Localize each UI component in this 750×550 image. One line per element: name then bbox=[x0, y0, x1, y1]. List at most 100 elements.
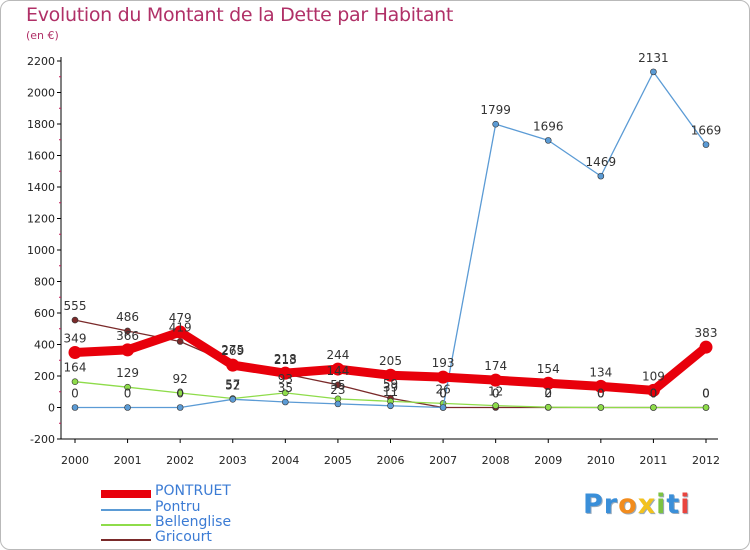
data-label-pontru: 35 bbox=[278, 381, 293, 395]
data-point-pontruet bbox=[384, 368, 397, 382]
legend-swatch-gricourt bbox=[101, 539, 151, 541]
logo-letter: r bbox=[603, 489, 619, 520]
data-point-pontru bbox=[124, 404, 131, 411]
data-point-pontru bbox=[597, 172, 605, 180]
x-tick-label: 2006 bbox=[377, 454, 405, 467]
data-label-pontruet: 205 bbox=[379, 354, 402, 368]
x-tick-label: 2000 bbox=[61, 454, 89, 467]
data-label-gricourt: 0 bbox=[492, 387, 500, 401]
data-label-gricourt: 0 bbox=[702, 387, 710, 401]
data-label-bellenglise: 93 bbox=[278, 372, 293, 386]
data-label-pontruet: 244 bbox=[326, 348, 349, 362]
data-label-pontru: 0 bbox=[439, 387, 447, 401]
data-point-pontruet bbox=[489, 373, 503, 387]
data-point-bellenglise bbox=[650, 404, 657, 411]
data-label-bellenglise: 0 bbox=[650, 387, 658, 401]
data-label-pontru: 23 bbox=[330, 383, 345, 397]
data-point-pontruet bbox=[541, 376, 555, 390]
legend-swatch-bellenglise bbox=[101, 524, 151, 526]
data-label-pontru: 1669 bbox=[691, 124, 722, 138]
logo-letter: t bbox=[666, 489, 681, 520]
data-label-bellenglise: 26 bbox=[435, 382, 450, 396]
data-label-pontruet: 154 bbox=[537, 362, 560, 376]
x-tick-label: 2012 bbox=[692, 454, 720, 467]
data-point-pontru bbox=[334, 400, 342, 408]
legend-label-gricourt: Gricourt bbox=[155, 529, 212, 545]
y-tick-label: 1600 bbox=[27, 150, 55, 163]
data-point-pontru bbox=[544, 137, 552, 144]
y-tick-label: 2000 bbox=[27, 87, 55, 100]
data-label-gricourt: 0 bbox=[650, 387, 658, 401]
data-point-bellenglise bbox=[176, 389, 184, 397]
data-label-pontru: 11 bbox=[383, 385, 398, 399]
legend-swatch-pontruet bbox=[101, 490, 151, 498]
data-label-bellenglise: 164 bbox=[64, 361, 87, 375]
data-point-pontruet bbox=[226, 358, 240, 372]
y-tick-label: 2200 bbox=[27, 55, 55, 68]
data-label-gricourt: 59 bbox=[383, 377, 398, 391]
x-tick-label: 2011 bbox=[639, 454, 667, 467]
y-tick-label: 1200 bbox=[27, 213, 55, 226]
data-label-pontruet: 479 bbox=[169, 311, 192, 325]
data-point-pontruet bbox=[436, 370, 450, 384]
data-point-pontruet bbox=[594, 379, 608, 393]
data-point-gricourt bbox=[334, 381, 342, 389]
data-label-gricourt: 419 bbox=[169, 321, 192, 335]
data-point-pontruet bbox=[646, 383, 660, 397]
data-point-pontruet bbox=[699, 340, 713, 354]
data-label-gricourt: 0 bbox=[439, 387, 447, 401]
data-label-bellenglise: 12 bbox=[488, 385, 503, 399]
data-label-pontru: 2131 bbox=[638, 51, 669, 65]
data-label-gricourt: 555 bbox=[64, 299, 87, 313]
data-point-bellenglise bbox=[124, 383, 131, 391]
data-label-gricourt: 486 bbox=[116, 310, 139, 324]
data-point-pontru bbox=[650, 68, 657, 76]
data-label-pontruet: 109 bbox=[642, 369, 665, 383]
data-point-bellenglise bbox=[71, 378, 79, 385]
data-point-pontru bbox=[71, 404, 79, 411]
x-tick-label: 2003 bbox=[219, 454, 247, 467]
data-label-pontru: 1799 bbox=[480, 103, 511, 117]
data-point-pontru bbox=[229, 396, 237, 403]
data-point-bellenglise bbox=[702, 404, 710, 411]
data-point-pontru bbox=[387, 402, 394, 410]
data-label-bellenglise: 92 bbox=[173, 372, 188, 386]
data-point-bellenglise bbox=[492, 402, 499, 409]
x-tick-label: 2001 bbox=[114, 454, 142, 467]
data-label-bellenglise: 39 bbox=[383, 380, 398, 394]
data-point-gricourt bbox=[71, 316, 79, 324]
data-label-bellenglise: 0 bbox=[597, 387, 605, 401]
proxiti-logo: Proxiti bbox=[583, 489, 691, 520]
legend-label-pontru: Pontru bbox=[155, 499, 201, 515]
data-point-pontruet bbox=[278, 366, 292, 380]
logo-letter: P bbox=[583, 489, 604, 520]
data-label-gricourt: 213 bbox=[274, 353, 297, 367]
data-point-bellenglise bbox=[282, 389, 289, 397]
data-label-pontruet: 269 bbox=[221, 344, 244, 358]
data-point-pontruet bbox=[68, 346, 82, 360]
y-tick-label: 800 bbox=[34, 276, 55, 289]
x-tick-label: 2005 bbox=[324, 454, 352, 467]
data-label-gricourt: 144 bbox=[326, 364, 349, 378]
data-point-bellenglise bbox=[597, 404, 605, 411]
logo-letter: i bbox=[656, 489, 667, 520]
data-label-bellenglise: 0 bbox=[702, 387, 710, 401]
y-tick-label: -200 bbox=[30, 433, 55, 446]
y-tick-label: 0 bbox=[48, 402, 55, 415]
data-label-gricourt: 0 bbox=[597, 387, 605, 401]
x-tick-label: 2010 bbox=[587, 454, 615, 467]
legend-label-pontruet: PONTRUET bbox=[155, 483, 231, 499]
y-tick-label: 1000 bbox=[27, 244, 55, 257]
data-label-pontruet: 218 bbox=[274, 352, 297, 366]
data-label-pontruet: 366 bbox=[116, 329, 139, 343]
data-label-gricourt: 275 bbox=[221, 343, 244, 357]
logo-letter: i bbox=[680, 489, 691, 520]
data-point-pontruet bbox=[173, 325, 187, 339]
data-label-pontruet: 134 bbox=[589, 365, 612, 379]
chart-unit: (en €) bbox=[26, 29, 59, 42]
logo-letter: x bbox=[637, 489, 657, 520]
data-label-bellenglise: 2 bbox=[544, 386, 552, 400]
data-label-pontru: 0 bbox=[71, 387, 79, 401]
data-label-pontru: 1469 bbox=[586, 155, 617, 169]
x-tick-label: 2007 bbox=[429, 454, 457, 467]
